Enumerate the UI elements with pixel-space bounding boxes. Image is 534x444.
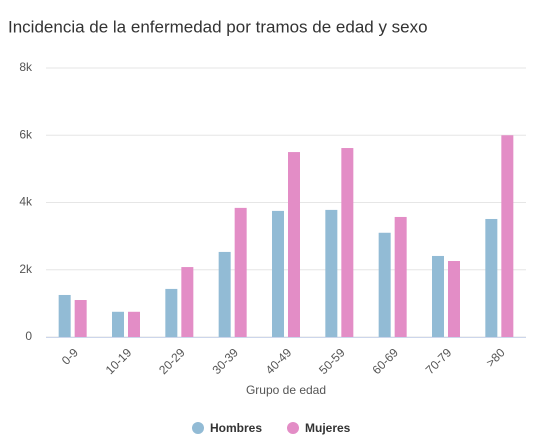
y-tick-label: 6k [19, 127, 33, 141]
y-tick-label: 2k [19, 262, 33, 276]
x-tick-label: 30-39 [209, 345, 241, 377]
bar [165, 288, 178, 337]
x-tick-label: 40-49 [263, 345, 295, 377]
bar [448, 261, 460, 337]
bar [378, 232, 391, 337]
bar [485, 218, 498, 337]
bar [501, 135, 514, 337]
legend-marker [287, 422, 299, 434]
bar [432, 255, 444, 337]
bar [181, 267, 194, 337]
bar [394, 216, 407, 337]
y-tick-label: 0 [25, 329, 32, 343]
bar [128, 311, 140, 337]
bar [341, 148, 354, 337]
bar [288, 152, 300, 337]
legend-text: Mujeres [305, 421, 351, 435]
x-tick-label: 20-29 [156, 345, 188, 377]
x-tick-label: 70-79 [423, 345, 455, 377]
bar [325, 209, 338, 337]
x-tick-label: 10-19 [103, 345, 135, 377]
bar [74, 300, 87, 337]
bar [112, 311, 124, 337]
legend-text: Hombres [210, 421, 262, 435]
y-tick-label: 4k [19, 195, 33, 209]
chart-title: Incidencia de la enfermedad por tramos d… [8, 17, 428, 36]
x-tick-label: >80 [483, 345, 508, 370]
x-axis-title: Grupo de edad [246, 383, 326, 397]
bar [218, 251, 231, 337]
bar [234, 207, 247, 337]
x-tick-label: 60-69 [369, 345, 401, 377]
bar [272, 210, 284, 337]
bar [58, 294, 71, 337]
legend-marker [192, 422, 204, 434]
y-tick-label: 8k [19, 60, 33, 74]
x-tick-label: 50-59 [316, 345, 348, 377]
x-tick-label: 0-9 [59, 345, 81, 367]
